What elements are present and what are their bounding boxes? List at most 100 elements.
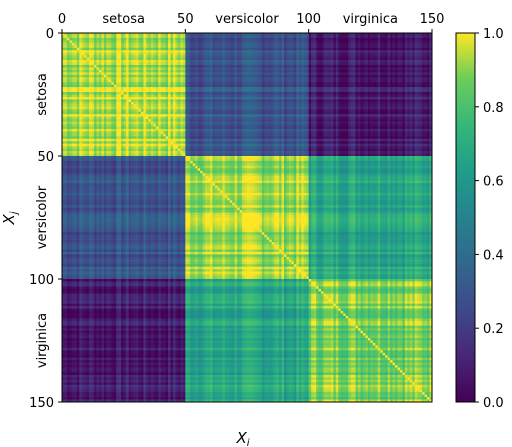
heatmap-cell <box>387 50 391 53</box>
heatmap-cell <box>69 101 73 105</box>
heatmap-cell <box>328 47 332 51</box>
heatmap-cell <box>296 72 300 76</box>
heatmap-cell <box>136 42 139 46</box>
heatmap-cell <box>291 79 295 83</box>
heatmap-cell <box>108 99 112 103</box>
heatmap-cell <box>136 96 139 100</box>
heatmap-cell <box>219 99 223 103</box>
heatmap-cell <box>239 37 243 41</box>
heatmap-cell <box>192 106 196 110</box>
heatmap-cell <box>207 45 211 49</box>
heatmap-cell <box>316 50 319 53</box>
heatmap-cell <box>271 87 275 90</box>
heatmap-cell <box>380 40 383 44</box>
heatmap-cell <box>340 96 344 100</box>
heatmap-cell <box>424 74 428 78</box>
heatmap-cell <box>303 33 307 36</box>
heatmap-cell <box>165 104 169 108</box>
heatmap-cell <box>145 111 149 115</box>
heatmap-cell <box>89 40 92 44</box>
heatmap-cell <box>269 60 272 63</box>
heatmap-cell <box>424 42 428 46</box>
heatmap-cell <box>387 67 391 71</box>
heatmap-cell <box>358 62 361 66</box>
heatmap-cell <box>427 33 430 36</box>
heatmap-cell <box>219 47 223 51</box>
heatmap-cell <box>397 69 401 73</box>
heatmap-cell <box>89 84 92 88</box>
heatmap-cell <box>168 99 171 103</box>
heatmap-cell <box>101 74 105 78</box>
heatmap-cell <box>108 35 112 39</box>
heatmap-cell <box>205 40 208 44</box>
heatmap-cell <box>419 57 423 61</box>
heatmap-cell <box>313 64 317 68</box>
heatmap-cell <box>227 33 231 36</box>
heatmap-cell <box>399 92 403 95</box>
heatmap-cell <box>86 106 90 110</box>
heatmap-cell <box>316 60 319 63</box>
heatmap-cell <box>187 96 191 100</box>
heatmap-cell <box>118 35 122 39</box>
heatmap-cell <box>160 42 164 46</box>
heatmap-cell <box>86 92 90 95</box>
heatmap-cell <box>365 69 369 73</box>
heatmap-cell <box>173 82 176 85</box>
heatmap-cell <box>143 52 147 56</box>
heatmap-cell <box>64 60 68 63</box>
heatmap-cell <box>76 74 80 78</box>
heatmap-cell <box>202 104 206 108</box>
heatmap-cell <box>276 109 280 113</box>
heatmap-cell <box>74 79 78 83</box>
heatmap-cell <box>177 109 181 113</box>
heatmap-cell <box>160 60 164 63</box>
heatmap-cell <box>140 94 144 98</box>
heatmap-cell <box>86 50 90 53</box>
heatmap-cell <box>239 111 243 115</box>
heatmap-cell <box>417 84 420 88</box>
heatmap-cell <box>335 37 339 41</box>
heatmap-cell <box>372 33 376 36</box>
heatmap-cell <box>143 96 147 100</box>
heatmap-cell <box>254 101 258 105</box>
heatmap-cell <box>404 109 408 113</box>
heatmap-cell <box>111 50 115 53</box>
heatmap-cell <box>321 104 324 108</box>
heatmap-cell <box>313 72 317 76</box>
heatmap-cell <box>168 92 171 95</box>
heatmap-cell <box>118 106 122 110</box>
heatmap-cell <box>330 64 334 68</box>
heatmap-cell <box>338 42 342 46</box>
heatmap-cell <box>210 96 213 100</box>
heatmap-cell <box>343 52 346 56</box>
heatmap-cell <box>121 67 124 71</box>
heatmap-cell <box>71 60 75 63</box>
heatmap-cell <box>355 82 359 85</box>
heatmap-cell <box>140 52 144 56</box>
heatmap-cell <box>222 84 226 88</box>
heatmap-cell <box>205 84 208 88</box>
heatmap-cell <box>380 79 383 83</box>
heatmap-cell <box>153 52 157 56</box>
heatmap-cell <box>377 106 381 110</box>
heatmap-cell <box>360 87 364 90</box>
heatmap-cell <box>202 87 206 90</box>
heatmap-cell <box>395 42 398 46</box>
heatmap-cell <box>360 67 364 71</box>
heatmap-cell <box>397 45 401 49</box>
heatmap-cell <box>377 37 381 41</box>
heatmap-cell <box>358 67 361 71</box>
heatmap-cell <box>281 77 285 81</box>
heatmap-cell <box>377 89 381 93</box>
heatmap-cell <box>333 50 337 53</box>
heatmap-cell <box>192 57 196 61</box>
heatmap-cell <box>89 62 92 66</box>
heatmap-cell <box>237 57 240 61</box>
heatmap-cell <box>101 111 105 115</box>
heatmap-cell <box>345 62 349 66</box>
heatmap-cell <box>353 111 356 115</box>
heatmap-cell <box>402 50 406 53</box>
heatmap-cell <box>74 35 78 39</box>
heatmap-cell <box>254 62 258 66</box>
heatmap-cell <box>301 77 305 81</box>
